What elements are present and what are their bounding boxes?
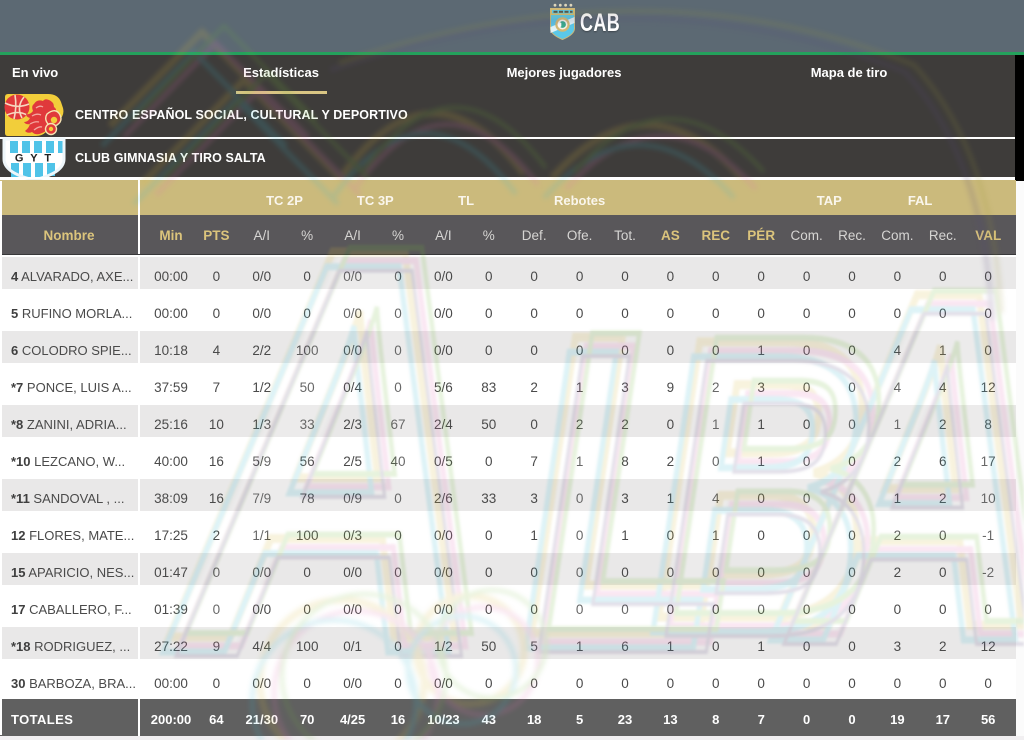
svg-text:G Y T: G Y T <box>15 153 53 165</box>
